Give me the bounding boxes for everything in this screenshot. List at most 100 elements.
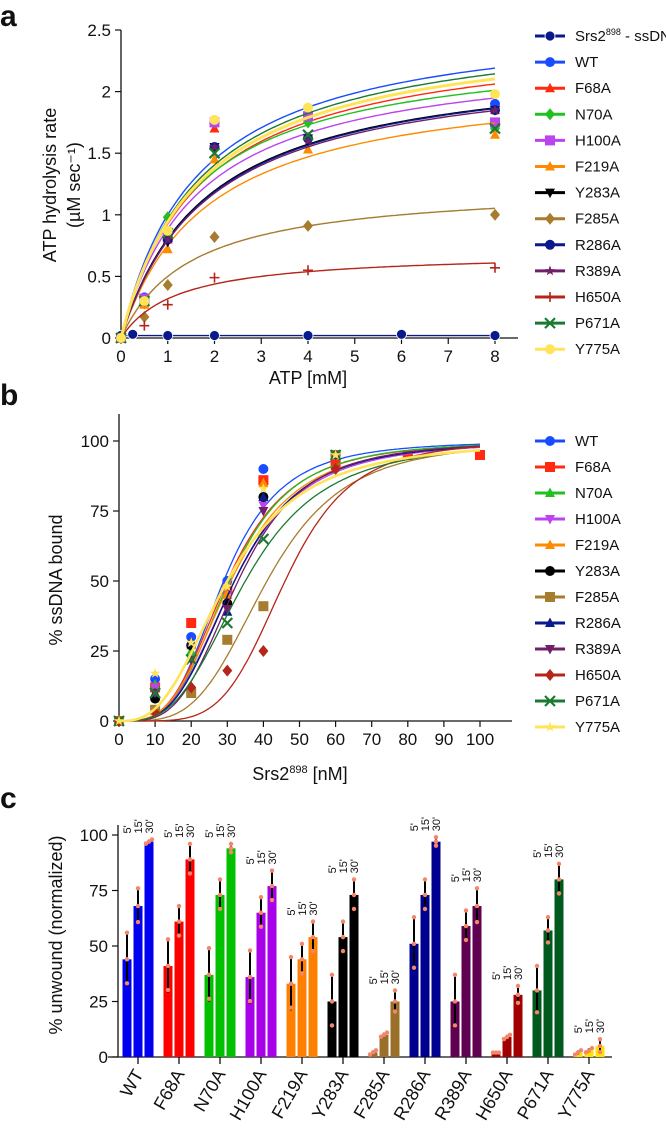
panel-b-chart: 0 25 50 75 100 0 10 20 30 40 50 60 70 80 90 100 WT F68A N7… [81,414,621,749]
panel-c-time-label: 5' [491,972,503,980]
panel-a-data-point [162,225,173,236]
panel-a-legend-marker [545,239,555,250]
panel-a-legend-label: F68A [575,80,611,97]
panel-c-time-label: 5' [409,823,421,831]
panel-a-legend-label-text: P671A [575,315,620,332]
panel-b-data-point [475,450,485,460]
panel-c-replicate-dot [411,941,417,946]
panel-c-time-label: 5' [368,976,380,984]
panel-b-series-h100a [114,446,481,727]
panel-c-x-tick-label: P671A [513,1066,557,1123]
panel-a-data-point [162,279,173,292]
panel-b-data-point [186,632,197,642]
panel-c-x-tick-label: Y283A [308,1066,352,1123]
panel-label-c: c [0,782,17,815]
panel-b-legend-marker [545,617,555,627]
panel-a-legend-label-text: H100A [575,132,621,149]
panel-c-time-label: 15' [297,901,309,915]
panel-c-replicate-dot [124,957,130,962]
panel-c-replicate-dot [452,999,458,1004]
panel-a-data-point [303,102,313,113]
panel-b-legend-item: F68A [535,459,611,476]
panel-a-fit-curve [120,122,496,339]
panel-a-data-point [489,104,501,115]
panel-a-legend-item: Srs2898 - ssDNA [535,27,666,45]
panel-b-legend-item: Y775A [535,719,620,736]
panel-a-legend-item: R389A [535,263,621,280]
panel-b-legend-label-text: Y283A [575,563,620,580]
panel-c-time-label: 5' [450,874,462,882]
panel-c-bar [584,1050,594,1057]
panel-c-replicate-dot [124,981,130,986]
panel-c-bar [431,841,441,1057]
panel-c-replicate-dot [206,972,212,978]
panel-c-time-label: 15' [174,824,186,838]
panel-b-fit-curve [119,444,481,722]
panel-c-group-wt: 5' 15' 30' [122,819,156,1057]
panel-a-xlabel: ATP [mM] [269,368,347,388]
panel-a-x-tick-label: 7 [444,347,453,366]
panel-b-data-point [222,664,233,677]
panel-a-x-tick-label: 6 [397,347,406,366]
panel-c-replicate-dot [351,877,357,882]
panel-b-series-wt [114,443,485,726]
panel-c-replicate-dot [310,934,316,940]
panel-a-data-point [209,153,220,164]
panel-a-data-point [127,328,139,340]
panel-c-group-p671a: 5' 15' 30' [532,844,566,1057]
panel-b-legend-label-text: WT [575,433,598,450]
panel-b-y-tick-label: 0 [100,712,109,731]
panel-a-legend-label: Y775A [575,341,620,358]
panel-c-replicate-dot [206,996,212,1002]
panel-c-replicate-dot [507,1032,513,1038]
panel-c-replicate-dot [504,1034,510,1040]
panel-c-replicate-dot [206,946,212,951]
panel-c-replicate-dot [578,1048,584,1053]
panel-b-series-n70a [114,444,481,725]
panel-b-x-tick-label: 30 [218,730,237,749]
panel-c-bar [450,1001,460,1057]
panel-b-legend-label: Y775A [575,719,620,736]
panel-a-legend-marker [545,135,555,146]
panel-c-bar [409,943,419,1057]
panel-c-replicate-dot [370,1050,376,1055]
panel-a-y-tick-label: 0 [102,329,111,348]
panel-c-replicate-dot [381,1032,387,1038]
panel-c-x-tick-label: Y775A [554,1066,598,1123]
panel-c-replicate-dot [135,919,141,925]
panel-c-group-f68a: 5' 15' 30' [163,824,197,1057]
panel-c-replicate-dot [135,903,141,909]
panel-c-time-label: 15' [256,850,268,864]
panel-c-time-label: 15' [215,824,227,838]
panel-c-time-label: 30' [431,817,443,831]
panel-c-time-label: 15' [461,868,473,882]
panel-b-legend-item: WT [535,433,598,450]
panel-b-series-y283a [114,446,481,726]
panel-c-time-label: 30' [185,824,197,838]
panel-b-fit-curve [119,444,481,722]
panel-c-replicate-dot [124,930,130,935]
panel-c-replicate-dot [534,1010,540,1015]
panel-a-legend-item: Y283A [535,185,620,202]
panel-c-replicate-dot [515,992,521,998]
panel-c-replicate-dot [269,868,275,873]
panel-c-time-label: 30' [267,850,279,864]
panel-b-x-tick-label: 10 [146,730,165,749]
panel-a-data-point [489,122,501,135]
panel-c-group-h650a: 5' 15' 30' [490,966,525,1057]
panel-a-y-tick-label: 0.5 [87,267,111,286]
panel-c-x-tick-label: R389A [431,1066,476,1124]
panel-a-legend-item: WT [535,54,598,71]
panel-a-data-point [209,272,220,283]
panel-b-fit-curve [119,446,481,722]
panel-c-time-label: 15' [502,966,514,980]
panel-c-replicate-dot [422,906,428,912]
panel-c-bar [513,994,523,1057]
panel-c-replicate-dot [340,948,346,954]
panel-c-replicate-dot [228,846,234,851]
panel-c-replicate-dot [269,897,275,903]
panel-c-replicate-dot [463,923,469,929]
panel-c-bar [286,983,296,1057]
panel-a-fit-curve [120,109,496,339]
